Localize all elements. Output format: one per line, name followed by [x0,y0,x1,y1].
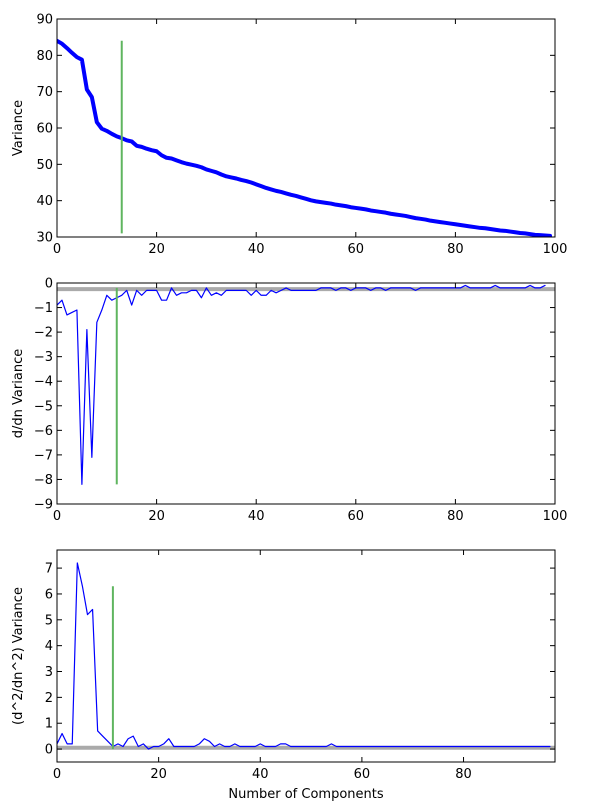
plot-content [57,562,555,750]
plot-area [57,283,555,504]
y-tick-label: 2 [45,691,53,706]
x-tick-label: 20 [148,509,165,524]
y-tick-label: 60 [36,122,53,137]
plot-content [57,38,553,237]
axes-frame [56,549,556,763]
y-tick-label: −1 [34,301,53,316]
y-tick-label: −2 [34,326,53,341]
x-tick-label: 20 [150,767,167,782]
plot-content [57,284,555,485]
x-tick-label: 60 [348,242,365,257]
x-tick-label: 40 [248,509,265,524]
series-line-0 [57,38,553,237]
y-tick-label: −5 [34,399,53,414]
y-tick-label: 90 [36,13,53,28]
y-tick-label: 7 [45,562,53,577]
y-axis-label: (d^2/dn^2) Variance [11,587,26,725]
y-tick-label: 50 [36,158,53,173]
y-tick-label: 30 [36,231,53,246]
y-axis-label: d/dn Variance [11,349,26,438]
y-tick-label: −9 [34,498,53,513]
x-tick-label: 60 [348,509,365,524]
x-tick-label: 100 [543,509,568,524]
y-axis-label: Variance [11,100,26,156]
panel-second-derivative: 0 20 40 60 80 0 1 2 3 4 5 6 7 (d^2/dn^2) Variance [11,549,556,782]
series-line-0 [57,284,546,485]
x-tick-label: 20 [148,242,165,257]
panel-first-derivative: 0 20 40 60 80 100 −9 −8 −7 −6 −5 −4 −3 −2 −1 0 d/dn Vari… [11,277,567,525]
y-tick-label: 0 [45,743,53,758]
y-tick-label: 6 [45,587,53,602]
x-tick-label: 100 [543,242,568,257]
y-tick-label: −6 [34,424,53,439]
plot-area [57,550,555,762]
y-tick-label: 5 [45,613,53,628]
panel-variance: 0 20 40 60 80 100 30 40 50 60 70 80 90 Variance [11,13,567,258]
plot-area [57,19,555,237]
y-tick-label: 3 [45,665,53,680]
x-tick-label: 0 [53,509,61,524]
y-tick-label: −4 [34,375,53,390]
y-tick-label: −7 [34,448,53,463]
series-line-0 [57,562,551,750]
axes-frame [56,282,556,505]
y-tick-label: 4 [45,639,53,654]
x-tick-label: 40 [248,242,265,257]
y-tick-label: 80 [36,49,53,64]
x-tick-label: 80 [447,242,464,257]
y-tick-label: −8 [34,473,53,488]
x-tick-label: 0 [53,767,61,782]
y-tick-label: 1 [45,717,53,732]
x-tick-label: 0 [53,242,61,257]
x-tick-label: 60 [354,767,371,782]
x-axis-label: Number of Components [228,787,383,802]
x-tick-label: 80 [447,509,464,524]
x-tick-label: 40 [252,767,269,782]
x-tick-label: 80 [455,767,472,782]
y-tick-label: −3 [34,350,53,365]
y-tick-label: 70 [36,85,53,100]
y-tick-label: 0 [45,277,53,292]
y-tick-label: 40 [36,194,53,209]
